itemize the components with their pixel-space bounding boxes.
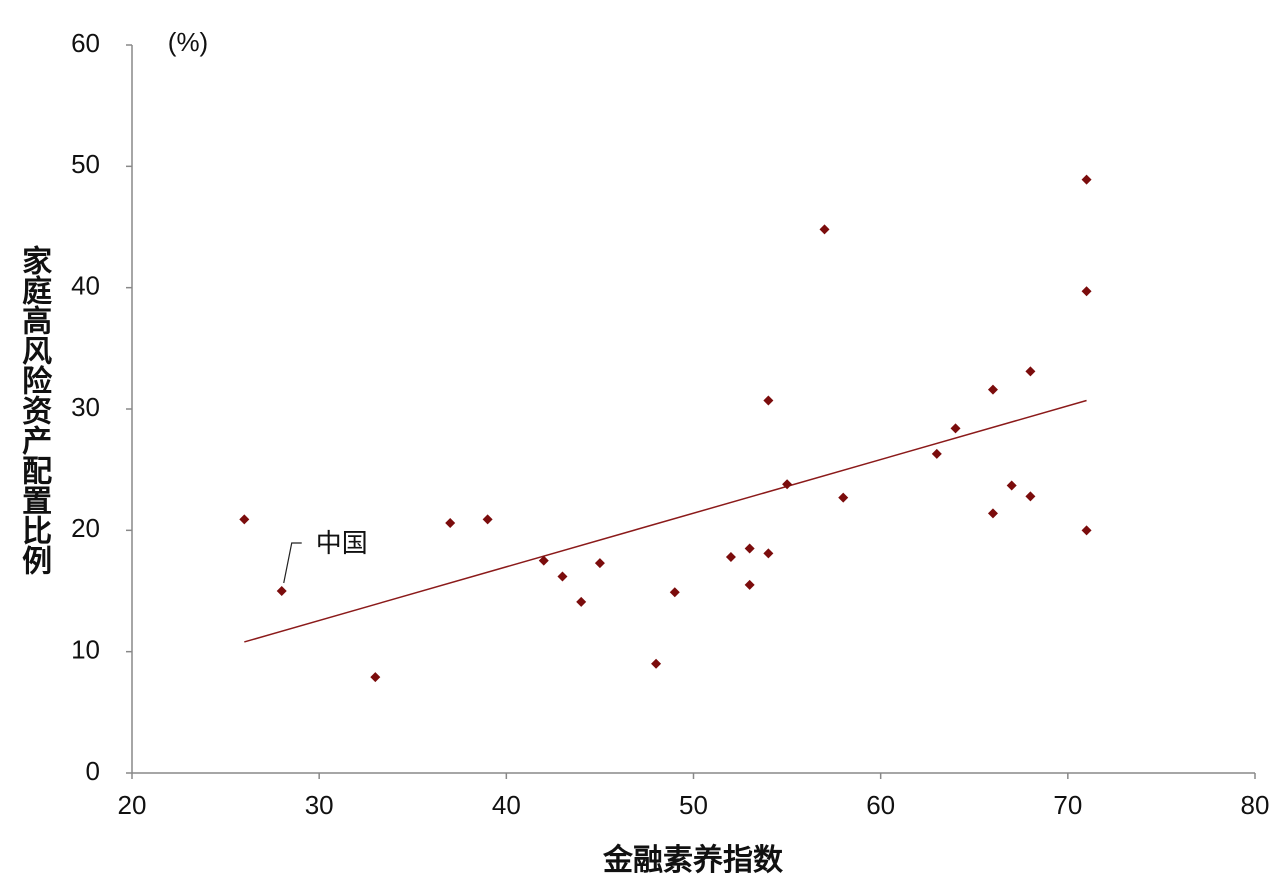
point (276, 586, 287, 596)
x-tick-label: 60 (866, 790, 895, 820)
y-tick-label: 60 (71, 28, 100, 58)
x-tick-label: 30 (305, 790, 334, 820)
x-axis-title: 金融素养指数 (602, 843, 784, 877)
point (987, 508, 998, 519)
point (987, 384, 998, 395)
point (557, 571, 568, 582)
point (1025, 366, 1036, 377)
point (370, 672, 381, 683)
x-tick-label: 80 (1241, 790, 1270, 820)
unit-label: (%) (168, 27, 208, 57)
point (538, 555, 549, 566)
point (782, 479, 793, 490)
point (651, 658, 662, 669)
point (669, 587, 680, 598)
y-tick-label: 50 (71, 149, 100, 179)
x-tick-label: 40 (492, 790, 521, 820)
point (1006, 480, 1017, 491)
point (744, 579, 755, 590)
point (482, 514, 493, 525)
y-axis-title: 家庭高风险资产配置比例 (17, 245, 52, 576)
x-tick-label: 50 (679, 790, 708, 820)
point (1025, 491, 1036, 502)
y-tick-label: 0 (86, 756, 100, 786)
point (950, 423, 961, 434)
point (1081, 286, 1092, 297)
annotation-leader (283, 542, 302, 584)
point (594, 558, 605, 569)
point (819, 224, 830, 235)
point (445, 518, 456, 529)
point (763, 548, 774, 559)
point (576, 596, 587, 607)
point (239, 514, 250, 525)
point (725, 552, 736, 563)
y-tick-label: 20 (71, 513, 100, 543)
x-tick-label: 70 (1053, 790, 1082, 820)
point (838, 492, 849, 503)
annotation: 中国 (316, 528, 368, 558)
point (744, 543, 755, 554)
point (1081, 174, 1092, 185)
point (763, 395, 774, 406)
point (931, 448, 942, 459)
y-tick-label: 10 (71, 635, 100, 665)
y-tick-label: 30 (71, 392, 100, 422)
trend-line (244, 399, 1087, 643)
x-tick-label: 20 (118, 790, 147, 820)
y-tick-label: 40 (71, 271, 100, 301)
point (1081, 525, 1092, 536)
